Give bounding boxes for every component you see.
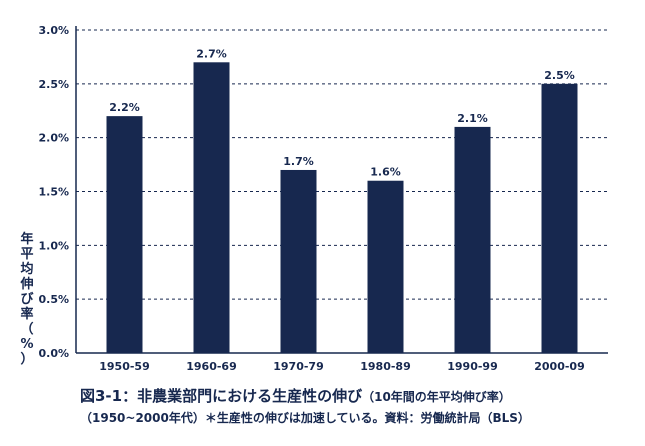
x-tick-label: 1970-79 [273, 360, 324, 373]
y-axis-label: 年 平 均 伸 び 率 （ % ） [16, 232, 38, 367]
y-tick-label: 1.5% [38, 186, 69, 199]
caption-title-note: （10年間の年平均伸び率） [362, 390, 511, 404]
y-axis-label-char: 均 [20, 262, 34, 277]
x-tick-label: 1950-59 [99, 360, 150, 373]
x-tick-label: 2000-09 [534, 360, 585, 373]
y-axis-label-char: び [20, 292, 34, 307]
x-tick-label: 1990-99 [447, 360, 498, 373]
figure-caption: 図3-1：非農業部門における生産性の伸び（10年間の年平均伸び率） （1950~… [80, 386, 640, 427]
caption-title-line: 図3-1：非農業部門における生産性の伸び（10年間の年平均伸び率） [80, 386, 640, 407]
data-label: 2.2% [109, 101, 140, 114]
y-axis-label-char: ） [20, 352, 34, 367]
y-axis-label-char: 年 [20, 232, 34, 247]
y-axis-label-char: 伸 [20, 277, 34, 292]
y-tick-label: 3.0% [38, 24, 69, 37]
bar [106, 116, 143, 353]
data-label: 2.7% [196, 47, 227, 60]
bar [541, 83, 578, 353]
y-axis-label-char: % [20, 337, 34, 352]
y-axis-label-char: （ [20, 322, 34, 337]
data-label: 2.5% [544, 69, 575, 82]
caption-title: 図3-1：非農業部門における生産性の伸び [80, 387, 363, 405]
data-label: 2.1% [457, 112, 488, 125]
y-tick-label: 1.0% [38, 239, 69, 252]
data-label: 1.7% [283, 155, 314, 168]
x-tick-label: 1960-69 [186, 360, 237, 373]
data-label: 1.6% [370, 166, 401, 179]
bar [454, 126, 491, 354]
y-tick-label: 0.5% [38, 293, 69, 306]
bar [280, 169, 317, 353]
bar [367, 180, 404, 353]
bar [193, 62, 230, 354]
x-tick-label: 1980-89 [360, 360, 411, 373]
y-tick-label: 2.5% [38, 78, 69, 91]
y-tick-label: 2.0% [38, 132, 69, 145]
caption-subline: （1950~2000年代）＊生産性の伸びは加速している。資料：労働統計局（BLS… [80, 411, 530, 425]
y-tick-label: 0.0% [38, 347, 69, 360]
y-axis-label-char: 平 [20, 247, 34, 262]
y-axis-label-char: 率 [20, 307, 34, 322]
